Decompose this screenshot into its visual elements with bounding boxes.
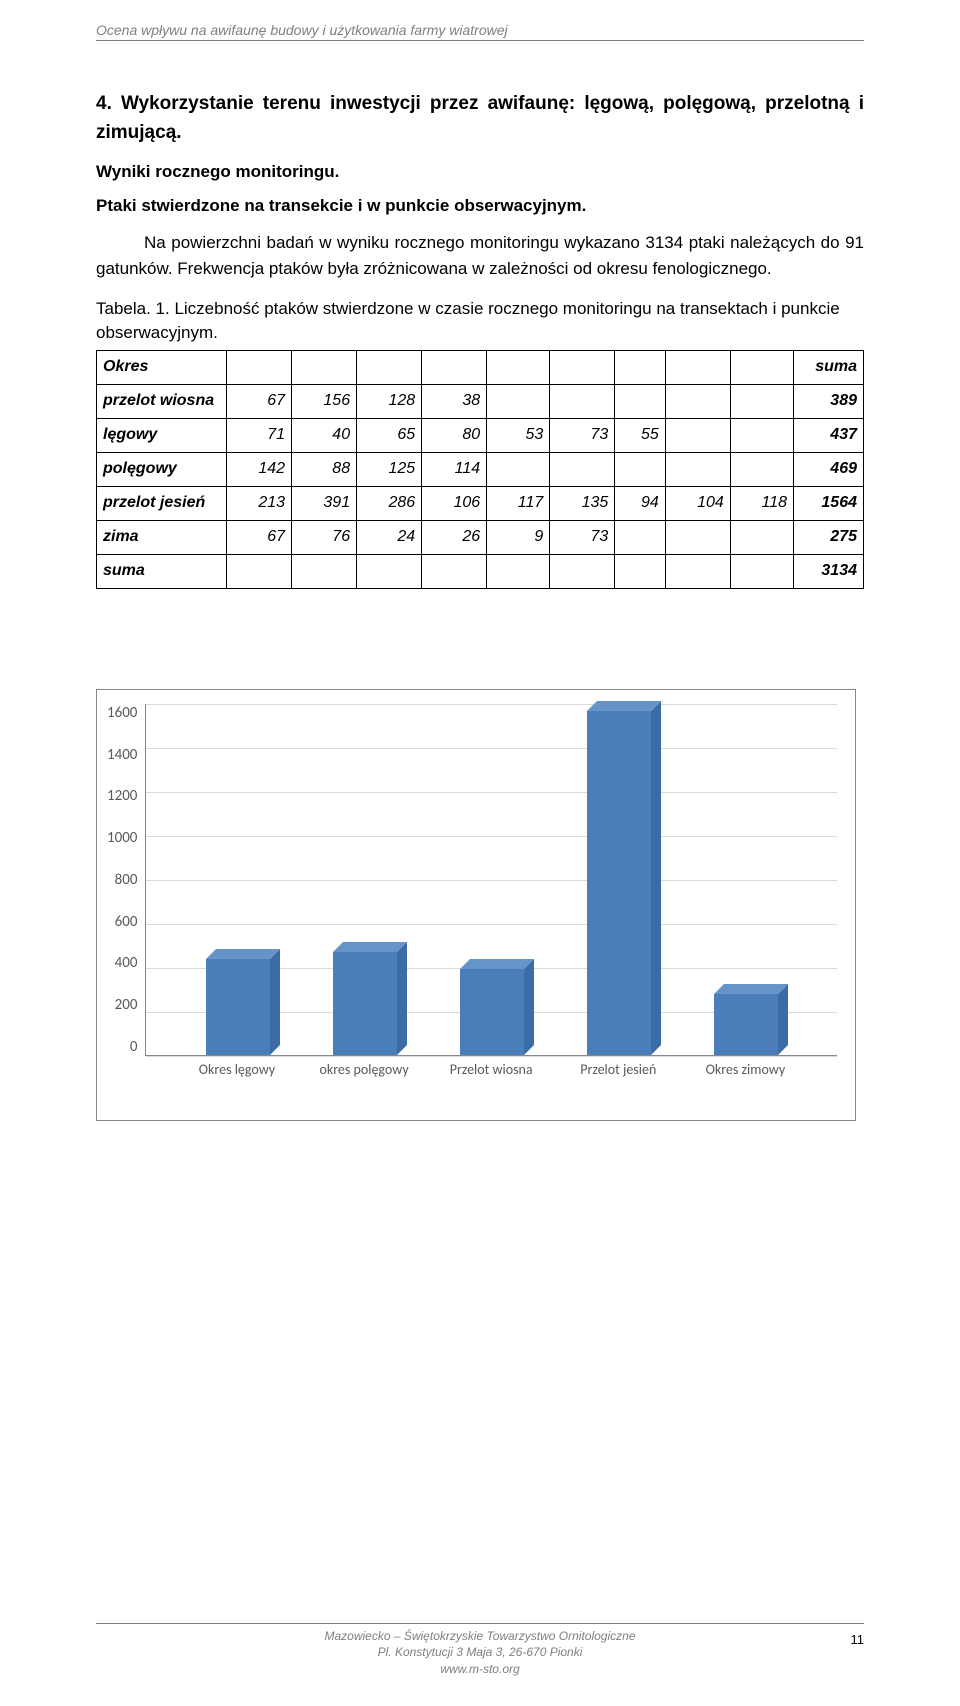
col-suma: suma <box>794 350 864 384</box>
page-footer: Mazowiecko – Świętokrzyskie Towarzystwo … <box>96 1623 864 1678</box>
y-tick: 1000 <box>107 829 137 847</box>
birds-subheading: Ptaki stwierdzone na transekcie i w punk… <box>96 196 864 216</box>
col-okres: Okres <box>97 350 227 384</box>
bar <box>460 969 524 1055</box>
y-tick: 200 <box>115 996 138 1014</box>
x-tick: Przelot wiosna <box>446 1062 536 1079</box>
body-paragraph: Na powierzchni badań w wyniku rocznego m… <box>96 230 864 283</box>
footer-org: Mazowiecko – Świętokrzyskie Towarzystwo … <box>96 1628 864 1645</box>
table-caption: Tabela. 1. Liczebność ptaków stwierdzone… <box>96 297 864 346</box>
x-tick: okres polęgowy <box>319 1062 409 1079</box>
plot-area <box>145 704 837 1056</box>
y-tick: 400 <box>115 954 138 972</box>
footer-address: Pl. Konstytucji 3 Maja 3, 26-670 Pionki <box>96 1644 864 1661</box>
page-header: Ocena wpływu na awifaunę budowy i użytko… <box>96 22 864 41</box>
bar <box>587 711 651 1055</box>
table-row: przelot wiosna 67 156 128 38 389 <box>97 384 864 418</box>
y-tick: 600 <box>115 913 138 931</box>
page-number: 11 <box>851 1632 865 1647</box>
table-row: polęgowy 142 88 125 114 469 <box>97 452 864 486</box>
x-tick: Przelot jesień <box>573 1062 663 1079</box>
x-tick: Okres lęgowy <box>192 1062 282 1079</box>
results-subheading: Wyniki rocznego monitoringu. <box>96 162 864 182</box>
y-tick: 800 <box>115 871 138 889</box>
y-axis: 1600 1400 1200 1000 800 600 400 200 0 <box>107 704 145 1056</box>
table-row: lęgowy 71 40 65 80 53 73 55 437 <box>97 418 864 452</box>
bar <box>206 959 270 1055</box>
x-tick: Okres zimowy <box>700 1062 790 1079</box>
abundance-table: Okres suma przelot wiosna 67 156 128 38 … <box>96 350 864 589</box>
section-heading: 4. Wykorzystanie terenu inwestycji przez… <box>96 89 864 148</box>
bar <box>714 994 778 1055</box>
table-row: przelot jesień 213 391 286 106 117 135 9… <box>97 486 864 520</box>
table-row: zima 67 76 24 26 9 73 275 <box>97 520 864 554</box>
x-axis: Okres lęgowy okres polęgowy Przelot wiosna… <box>145 1056 837 1079</box>
bar <box>333 952 397 1055</box>
table-total-row: suma 3134 <box>97 554 864 588</box>
y-tick: 1600 <box>107 704 137 722</box>
bar-chart: 1600 1400 1200 1000 800 600 400 200 0 Okres lęgo… <box>96 689 856 1121</box>
y-tick: 1400 <box>107 746 137 764</box>
footer-url: www.m-sto.org <box>96 1661 864 1678</box>
y-tick: 0 <box>130 1038 138 1056</box>
y-tick: 1200 <box>107 787 137 805</box>
